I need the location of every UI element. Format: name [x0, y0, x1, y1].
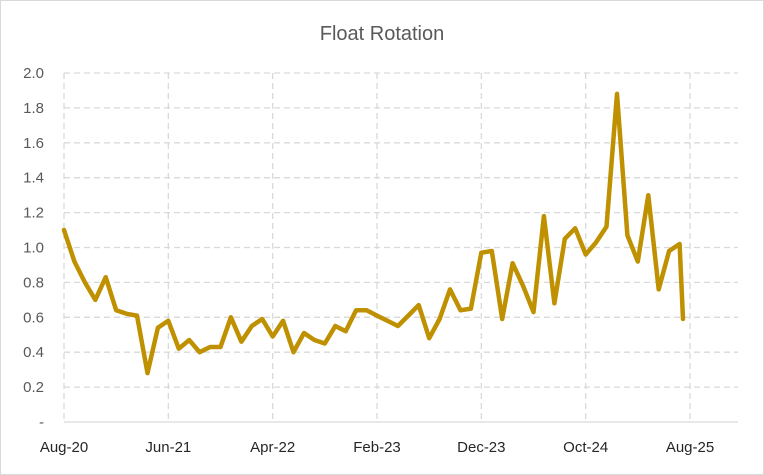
x-tick-label: Jun-21	[145, 439, 191, 456]
y-tick-label: 0.4	[23, 344, 44, 361]
y-tick-label: 2.0	[23, 65, 44, 82]
x-tick-label: Feb-23	[353, 439, 401, 456]
chart-title: Float Rotation	[320, 23, 445, 45]
grid	[63, 72, 738, 423]
series-line-float-rotation	[61, 91, 686, 376]
x-tick-label: Dec-23	[457, 439, 505, 456]
series-layer	[61, 91, 686, 376]
y-tick-label: 0.6	[23, 309, 44, 326]
y-tick-label: 0.2	[23, 379, 44, 396]
x-tick-label: Apr-22	[250, 439, 295, 456]
y-tick-label: 0.8	[23, 274, 44, 291]
x-tick-label: Aug-25	[666, 439, 714, 456]
y-tick-label: 1.2	[23, 205, 44, 222]
y-axis-ticks: - 0.2 0.4 0.6 0.8 1.0 1.2 1.4 1.6 1.8 2.0	[23, 65, 44, 431]
y-tick-label: 1.0	[23, 240, 44, 257]
x-axis-ticks: Aug-20 Jun-21 Apr-22 Feb-23 Dec-23 Oct-24 Aug-…	[40, 439, 714, 456]
x-tick-label: Oct-24	[563, 439, 608, 456]
y-tick-label: 1.4	[23, 170, 44, 187]
y-tick-label: 1.6	[23, 135, 44, 152]
y-tick-label: -	[39, 414, 44, 431]
x-tick-label: Aug-20	[40, 439, 88, 456]
y-tick-label: 1.8	[23, 100, 44, 117]
